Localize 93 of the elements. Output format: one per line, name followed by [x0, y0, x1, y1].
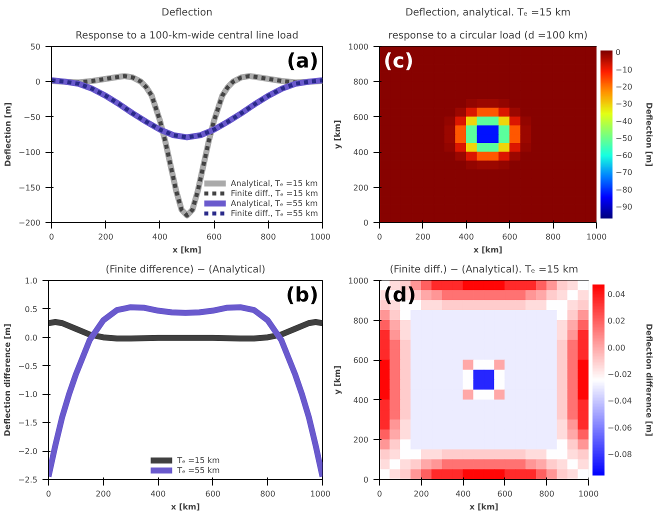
legend-label: Tₑ =55 km: [177, 465, 220, 475]
y-tick-label: 0: [363, 476, 369, 484]
color-bar-label: −0.06: [608, 423, 632, 432]
y-tick-label: −2.5: [18, 476, 38, 484]
chart-subtitle: Response to a 100-km-wide central line load: [76, 30, 298, 42]
x-tick-label: 400: [455, 490, 471, 498]
y-tick-label: −1.0: [18, 390, 38, 400]
y-tick-label: 1000: [348, 276, 368, 286]
chart-title: (Finite difference) − (Analytical): [106, 264, 266, 276]
x-tick-label: 800: [260, 232, 276, 242]
chart-title: (Finite diff.) − (Analytical). Tₑ =15 km: [390, 264, 578, 276]
x-tick-label: 1000: [586, 232, 607, 242]
x-tick-label: 600: [497, 490, 513, 498]
x-tick-label: 400: [458, 232, 474, 242]
color-bar-label: −10: [616, 65, 632, 74]
color-bar-label: −40: [616, 116, 632, 126]
x-tick-label: 800: [539, 490, 554, 498]
y-tick-label: −1.5: [18, 418, 38, 428]
y-tick-label: 50: [30, 42, 41, 52]
color-bar-label: −60: [616, 151, 632, 160]
x-tick-label: 600: [205, 490, 221, 498]
annotation: (d): [384, 282, 416, 306]
y-tick-label: −150: [18, 183, 41, 192]
y-axis-title: Deflection difference [m]: [3, 324, 12, 436]
y-axis-title: Deflection [m]: [4, 102, 13, 167]
y-axis-title: y [km]: [333, 120, 342, 149]
y-tick-label: 0: [35, 78, 41, 87]
x-tick-label: 600: [206, 232, 222, 242]
annotation: (a): [286, 48, 319, 72]
color-bar-label: −0.02: [608, 370, 632, 379]
y-tick-label: 600: [353, 356, 369, 366]
x-axis-title: x [km]: [470, 502, 498, 512]
x-tick-label: 200: [415, 232, 431, 242]
x-tick-label: 600: [502, 232, 518, 242]
color-bar-label: −30: [616, 100, 632, 109]
color-bar-label: 0.00: [608, 343, 626, 352]
x-tick-label: 200: [96, 490, 111, 498]
y-tick-label: −0.5: [18, 362, 38, 371]
x-tick-label: 800: [545, 232, 561, 242]
x-axis-title: x [km]: [172, 246, 202, 254]
legend-label: Analytical, Tₑ =55 km: [230, 198, 318, 208]
y-tick-label: 400: [353, 148, 369, 158]
y-tick-label: 1.0: [24, 276, 38, 286]
x-axis-title: x [km]: [474, 246, 502, 254]
color-bar-title: Deflection difference [m]: [644, 324, 654, 436]
color-bar-label: −0.04: [608, 396, 632, 406]
x-tick-label: 1000: [310, 232, 330, 242]
legend-label: Tₑ =15 km: [177, 455, 220, 465]
x-tick-label: 1000: [310, 490, 330, 498]
annotation: (b): [286, 282, 319, 306]
x-tick-label: 0: [376, 232, 382, 242]
color-bar-label: −20: [616, 82, 632, 92]
color-bar-label: −80: [616, 185, 632, 194]
x-tick-label: 200: [98, 232, 114, 242]
x-tick-label: 1000: [578, 490, 599, 498]
color-bar-label: 0.04: [608, 290, 626, 299]
y-tick-label: 800: [353, 78, 369, 87]
x-tick-label: 0: [48, 232, 54, 242]
annotation: (c): [384, 48, 414, 72]
y-tick-label: 200: [353, 436, 369, 445]
y-tick-label: 200: [353, 183, 369, 192]
y-tick-label: 0.5: [24, 304, 38, 314]
x-tick-label: 400: [152, 232, 168, 242]
legend-label: Analytical, Tₑ =15 km: [230, 178, 318, 188]
y-tick-label: −200: [18, 218, 41, 228]
y-tick-label: 800: [353, 316, 369, 326]
y-tick-label: 400: [353, 396, 369, 405]
x-tick-label: 800: [260, 490, 276, 498]
x-axis-title: x [km]: [171, 502, 200, 512]
color-bar-label: −90: [616, 202, 632, 212]
x-tick-label: 200: [414, 490, 429, 498]
y-tick-label: 0.0: [24, 333, 38, 342]
legend-label: Finite diff., Tₑ =15 km: [230, 188, 318, 198]
x-tick-label: 0: [46, 490, 52, 498]
chart-title: Deflection: [162, 8, 212, 18]
y-tick-label: −100: [18, 148, 41, 158]
color-bar-label: 0: [616, 48, 621, 58]
y-tick-label: −2.0: [18, 447, 38, 456]
chart-subtitle: response to a circular load (d =100 km): [388, 30, 588, 42]
y-axis-title: y [km]: [333, 366, 342, 394]
color-bar-label: −50: [616, 134, 632, 143]
color-bar-label: −0.08: [608, 450, 632, 460]
x-tick-label: 0: [376, 490, 382, 498]
y-tick-label: 1000: [348, 42, 368, 52]
y-tick-label: 0: [363, 218, 369, 228]
x-tick-label: 400: [150, 490, 166, 498]
chart-title: Deflection, analytical. Tₑ =15 km: [405, 8, 571, 18]
color-bar-title: Deflection [m]: [644, 102, 654, 167]
y-tick-label: −50: [24, 112, 41, 122]
y-tick-label: 600: [353, 112, 369, 122]
color-bar-label: 0.02: [608, 316, 626, 326]
color-bar-label: −70: [616, 168, 632, 178]
legend-label: Finite diff., Tₑ =55 km: [230, 208, 318, 218]
